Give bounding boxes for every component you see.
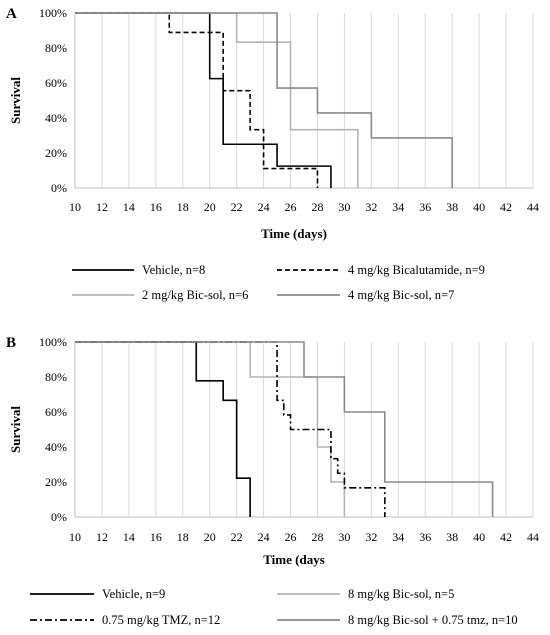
x-tick-label: 14 <box>123 530 135 544</box>
legend-label: 8 mg/kg Bic-sol, n=5 <box>348 587 454 601</box>
series-line-2 <box>75 12 319 188</box>
x-tick-label: 22 <box>231 200 243 214</box>
legend-label: 2 mg/kg Bic-sol, n=6 <box>142 288 248 302</box>
x-tick-label: 44 <box>527 530 539 544</box>
x-tick-label: 34 <box>392 530 404 544</box>
x-tick-label: 26 <box>285 530 297 544</box>
series-line-4 <box>75 341 494 517</box>
x-tick-label: 34 <box>392 200 404 214</box>
x-tick-label: 30 <box>338 530 350 544</box>
x-tick-label: 20 <box>204 200 216 214</box>
legend-label: 4 mg/kg Bic-sol, n=7 <box>348 288 454 302</box>
y-tick-label: 80% <box>45 41 67 55</box>
series-line-3 <box>75 12 359 188</box>
y-tick-label: 40% <box>45 111 67 125</box>
x-tick-label: 28 <box>311 200 323 214</box>
y-tick-label: 100% <box>39 6 67 20</box>
x-tick-label: 38 <box>446 200 458 214</box>
panel-a: A 10 12 14 16 18 20 22 24 26 28 30 32 34 36 38 40 42 44 0% 2… <box>6 6 539 302</box>
x-tick-label: 44 <box>527 200 539 214</box>
y-tick-label: 0% <box>51 510 67 524</box>
x-tick-label: 10 <box>69 200 81 214</box>
y-tick-label: 60% <box>45 405 67 419</box>
x-tick-label: 32 <box>365 200 377 214</box>
series-line-4 <box>75 12 453 188</box>
y-axis-title: Survival <box>8 406 23 453</box>
x-tick-label: 18 <box>177 530 189 544</box>
legend-label: Vehicle, n=8 <box>142 263 205 277</box>
x-tick-label: 42 <box>500 530 512 544</box>
y-tick-label: 40% <box>45 440 67 454</box>
panel-label: A <box>6 6 17 22</box>
y-axis-title: Survival <box>8 77 23 124</box>
x-tick-label: 12 <box>96 530 108 544</box>
x-tick-label: 16 <box>150 200 162 214</box>
x-tick-label: 16 <box>150 530 162 544</box>
legend-label: 4 mg/kg Bicalutamide, n=9 <box>348 263 485 277</box>
y-tick-label: 80% <box>45 370 67 384</box>
y-tick-label: 100% <box>39 335 67 349</box>
x-tick-label: 24 <box>258 200 270 214</box>
y-tick-label: 0% <box>51 181 67 195</box>
x-tick-label: 22 <box>231 530 243 544</box>
series-line-1 <box>75 12 332 188</box>
x-tick-label: 14 <box>123 200 135 214</box>
x-axis-title: Time (days <box>263 552 325 567</box>
y-tick-label: 20% <box>45 475 67 489</box>
x-tick-label: 26 <box>285 200 297 214</box>
x-tick-label: 36 <box>419 200 431 214</box>
x-tick-label: 10 <box>69 530 81 544</box>
x-tick-label: 28 <box>311 530 323 544</box>
x-tick-label: 12 <box>96 200 108 214</box>
series-line-3 <box>75 341 386 517</box>
x-tick-label: 32 <box>365 530 377 544</box>
x-tick-label: 20 <box>204 530 216 544</box>
legend-label: Vehicle, n=9 <box>102 587 165 601</box>
x-tick-label: 38 <box>446 530 458 544</box>
x-axis-title: Time (days) <box>261 226 327 241</box>
series-line-1 <box>75 341 251 517</box>
x-tick-label: 36 <box>419 530 431 544</box>
legend-label: 0.75 mg/kg TMZ, n=12 <box>102 613 220 627</box>
panel-b: B 10 12 14 16 18 20 22 24 26 28 30 32 34 36 38 40 42 44 0% 2… <box>6 335 539 627</box>
legend-label: 8 mg/kg Bic-sol + 0.75 tmz, n=10 <box>348 613 518 627</box>
panel-label: B <box>6 335 16 351</box>
series-line-2 <box>75 341 346 517</box>
x-tick-label: 40 <box>473 200 485 214</box>
x-tick-label: 42 <box>500 200 512 214</box>
x-tick-label: 30 <box>338 200 350 214</box>
y-tick-label: 20% <box>45 146 67 160</box>
y-tick-label: 60% <box>45 76 67 90</box>
x-tick-label: 18 <box>177 200 189 214</box>
x-tick-label: 40 <box>473 530 485 544</box>
x-tick-label: 24 <box>258 530 270 544</box>
